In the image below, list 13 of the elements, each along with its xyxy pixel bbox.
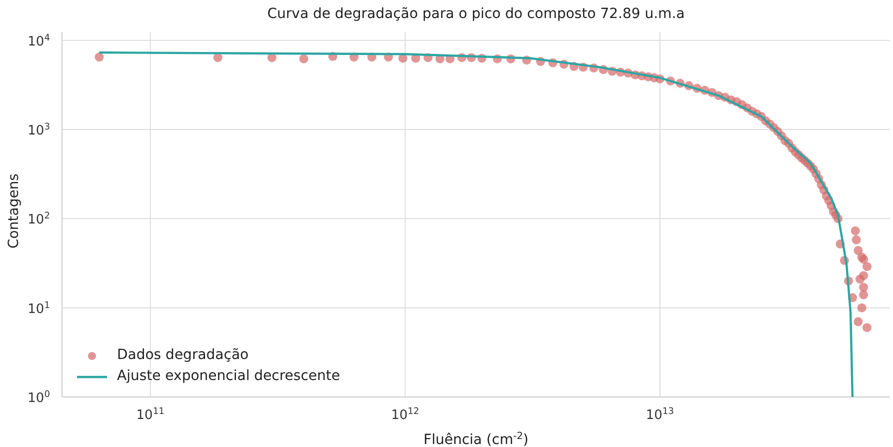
x-tick-label: 10$^{11}$ bbox=[136, 407, 164, 423]
y-tick-label: 10$^{0}$ bbox=[28, 390, 50, 406]
y-axis-title: Contagens bbox=[6, 174, 22, 248]
y-tick-label: 10$^{3}$ bbox=[28, 122, 50, 138]
y-tick-label: 10$^{2}$ bbox=[28, 212, 50, 228]
chart-title: Curva de degradação para o pico do composto 72.89 u.m.a bbox=[266, 6, 686, 22]
y-tick-label: 10$^{1}$ bbox=[28, 300, 50, 317]
x-axis-title: Fluência (cm$^{-2}$) bbox=[424, 430, 528, 447]
legend-label: Dados degradação bbox=[117, 346, 249, 365]
y-tick-label: 10$^{4}$ bbox=[28, 33, 50, 50]
x-tick-label: 10$^{13}$ bbox=[646, 407, 674, 423]
x-tick-label: 10$^{12}$ bbox=[391, 407, 420, 423]
legend-label: Ajuste exponencial decrescente bbox=[117, 367, 340, 386]
